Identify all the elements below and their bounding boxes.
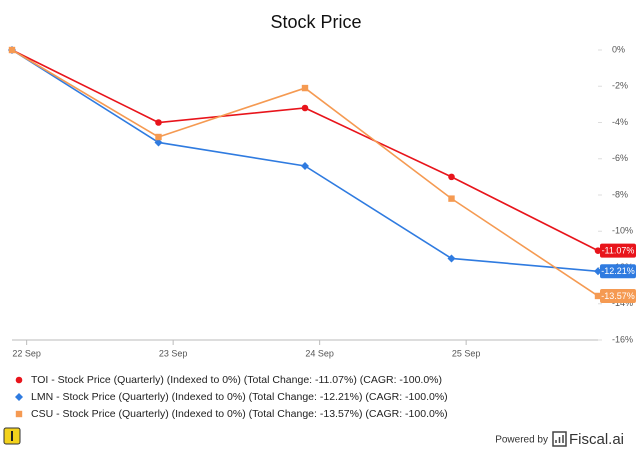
x-tick-label: 25 Sep xyxy=(452,348,481,358)
point xyxy=(594,247,602,254)
point xyxy=(301,162,309,170)
y-tick-label: -10% xyxy=(612,226,633,236)
x-tick-label: 22 Sep xyxy=(12,348,41,358)
y-tick-label: -2% xyxy=(612,81,628,91)
legend-marker xyxy=(15,376,23,384)
point xyxy=(155,133,162,141)
point xyxy=(155,119,162,126)
x-tick-label: 24 Sep xyxy=(305,348,334,358)
chart-title: Stock Price xyxy=(270,12,361,32)
brand-name: Fiscal.ai xyxy=(569,431,624,448)
value-label: -11.07% xyxy=(602,246,635,256)
y-tick-label: -16% xyxy=(612,334,633,344)
point xyxy=(301,84,309,92)
point xyxy=(448,195,455,202)
legend-label: LMN - Stock Price (Quarterly) (Indexed t… xyxy=(31,391,448,403)
point xyxy=(447,254,456,263)
x-tick-label: 23 Sep xyxy=(159,348,188,358)
series-line xyxy=(11,49,599,252)
y-tick-label: -14% xyxy=(612,298,633,308)
value-badge xyxy=(600,243,636,258)
value-label: -13.57% xyxy=(601,291,635,301)
value-badge xyxy=(600,288,636,303)
logo-icon xyxy=(3,427,21,445)
point xyxy=(301,104,309,112)
point xyxy=(8,46,16,54)
powered-by: Powered by xyxy=(495,435,548,446)
legend-marker xyxy=(15,410,23,418)
point xyxy=(154,138,163,147)
point xyxy=(594,292,602,300)
y-tick-label: -8% xyxy=(612,189,628,199)
legend-label: CSU - Stock Price (Quarterly) (Indexed t… xyxy=(31,408,448,420)
brand-icon xyxy=(552,431,567,447)
point xyxy=(448,173,455,181)
value-label: -12.21% xyxy=(601,266,635,276)
y-tick-label: -6% xyxy=(612,153,628,163)
legend-marker xyxy=(15,393,23,401)
value-badge xyxy=(600,264,636,279)
legend-label: TOI - Stock Price (Quarterly) (Indexed t… xyxy=(31,374,442,386)
y-tick-label: -4% xyxy=(612,117,628,127)
y-tick-label: 0% xyxy=(612,44,625,54)
